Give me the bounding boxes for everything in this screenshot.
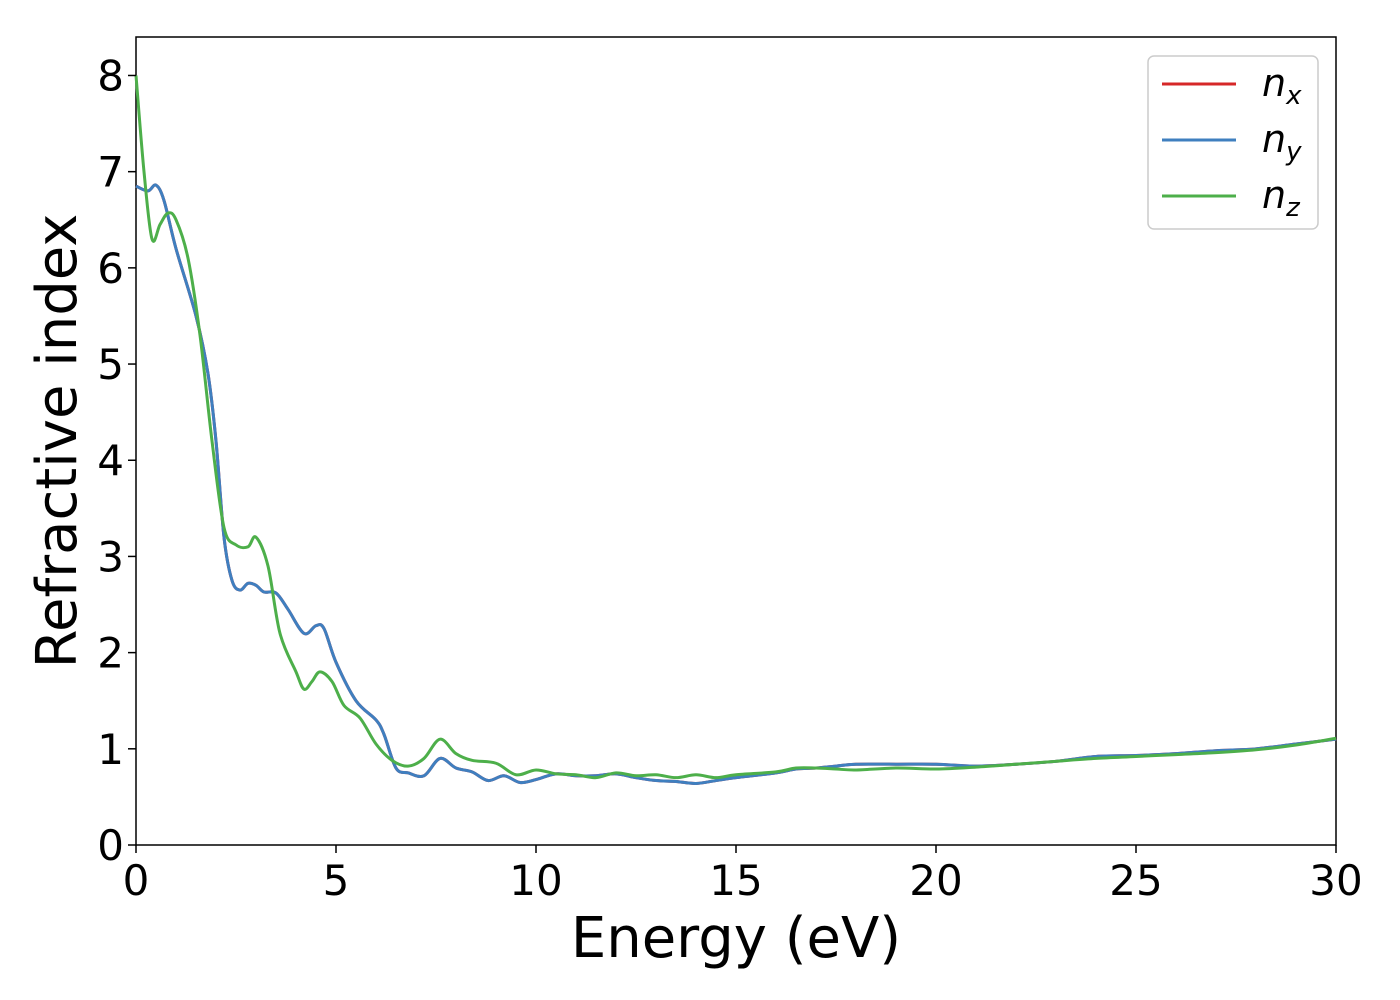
y-tick-label: 6 xyxy=(97,244,124,293)
y-axis-ticks: 0 1 2 3 4 5 6 7 8 xyxy=(97,51,136,870)
x-axis-label: Energy (eV) xyxy=(571,906,901,971)
legend-label: nx xyxy=(1262,61,1302,111)
legend-box xyxy=(1147,55,1319,230)
x-tick-label: 5 xyxy=(323,856,350,905)
legend-entry-nz: nz xyxy=(1162,173,1301,223)
series-layer xyxy=(134,75,1337,785)
y-tick-label: 0 xyxy=(97,821,124,870)
x-axis-ticks: 0 5 10 15 20 25 30 xyxy=(123,845,1363,905)
y-tick-label: 8 xyxy=(97,51,124,100)
legend-label: nz xyxy=(1262,173,1301,223)
y-tick-label: 7 xyxy=(97,148,124,197)
plot-area xyxy=(135,36,1337,846)
x-tick-label: 10 xyxy=(509,856,562,905)
x-tick-label: 20 xyxy=(909,856,962,905)
x-tick-label: 30 xyxy=(1309,856,1362,905)
legend-label: ny xyxy=(1262,117,1302,167)
legend: nx ny nz xyxy=(1147,55,1319,230)
y-axis-label: Refractive index xyxy=(25,214,90,669)
y-tick-label: 4 xyxy=(97,436,124,485)
y-tick-label: 5 xyxy=(97,340,124,389)
series-line-nz xyxy=(134,75,1337,780)
legend-entry-nx: nx xyxy=(1162,61,1302,111)
x-tick-label: 0 xyxy=(123,856,150,905)
y-tick-label: 3 xyxy=(97,532,124,581)
series-line-ny xyxy=(135,183,1337,785)
legend-entry-ny: ny xyxy=(1162,117,1302,167)
y-tick-label: 2 xyxy=(97,629,124,678)
x-tick-label: 15 xyxy=(709,856,762,905)
x-tick-label: 25 xyxy=(1109,856,1162,905)
y-tick-label: 1 xyxy=(97,725,124,774)
